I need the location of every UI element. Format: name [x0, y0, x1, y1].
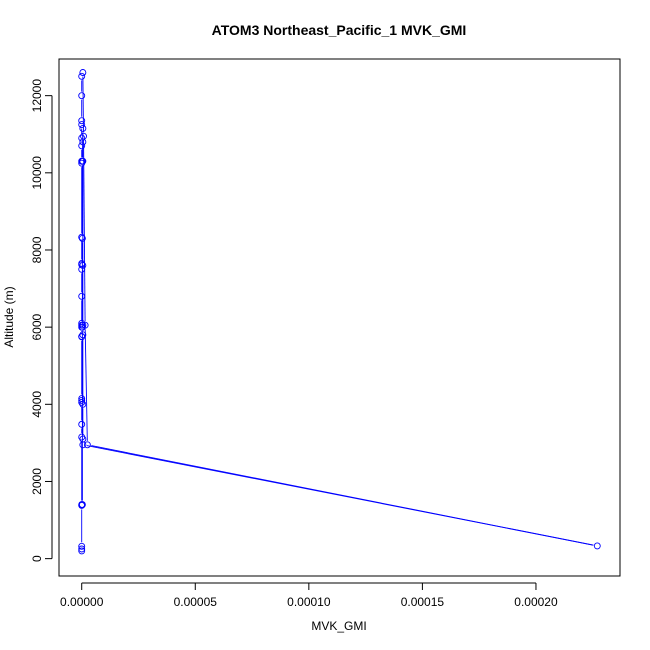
- plot-frame: [58, 58, 621, 577]
- data-point: [79, 138, 87, 146]
- series-line-segment: [83, 140, 86, 322]
- data-point: [78, 157, 86, 165]
- data-point: [78, 433, 86, 441]
- data-point: [78, 323, 86, 331]
- data-point: [78, 292, 86, 300]
- data-point: [79, 400, 87, 408]
- data-point: [78, 398, 86, 406]
- plot-area: [78, 69, 601, 555]
- data-point: [79, 261, 87, 269]
- y-axis-label: Altitude (m): [2, 286, 16, 347]
- y-tick-label: 6000: [30, 313, 44, 340]
- data-point: [78, 260, 86, 267]
- x-tick-label: 0.00010: [287, 595, 331, 609]
- data-point: [593, 542, 601, 550]
- data-point: [78, 234, 86, 242]
- data-point: [79, 435, 87, 443]
- y-tick-label: 10000: [30, 156, 44, 190]
- x-tick-label: 0.00020: [514, 595, 558, 609]
- data-point: [79, 69, 87, 76]
- x-tick-label: 0.00015: [401, 595, 445, 609]
- series-line-segment: [86, 445, 594, 546]
- data-point: [79, 441, 87, 449]
- data-point: [78, 72, 86, 80]
- data-point: [78, 319, 86, 327]
- y-tick-label: 12000: [30, 79, 44, 113]
- data-point: [78, 233, 86, 241]
- x-axis: 0.00000 0.00005 0.00010 0.00015 0.00020: [60, 582, 558, 609]
- data-point: [78, 547, 86, 555]
- data-point: [78, 142, 86, 150]
- y-tick-label: 2000: [30, 468, 44, 495]
- y-tick-label: 0: [30, 555, 44, 562]
- data-point: [78, 542, 86, 550]
- y-axis: 0 2000 4000 6000 8000 10000 12000: [30, 79, 53, 562]
- data-point: [78, 117, 86, 125]
- data-point: [78, 332, 86, 340]
- data-point: [83, 441, 91, 449]
- data-point: [78, 420, 86, 428]
- data-point: [79, 331, 87, 339]
- data-point: [78, 397, 86, 404]
- chart-title: ATOM3 Northeast_Pacific_1 MVK_GMI: [212, 22, 467, 38]
- data-point: [78, 545, 86, 553]
- data-point: [78, 121, 86, 129]
- x-tick-label: 0.00000: [60, 595, 104, 609]
- data-point: [79, 124, 87, 132]
- series-line-segment: [84, 329, 88, 441]
- data-point: [78, 134, 86, 142]
- x-axis-label: MVK_GMI: [311, 619, 366, 633]
- data-point: [78, 92, 86, 100]
- y-tick-label: 4000: [30, 391, 44, 418]
- x-tick-label: 0.00005: [174, 595, 218, 609]
- y-tick-label: 8000: [30, 236, 44, 263]
- data-point: [78, 501, 86, 509]
